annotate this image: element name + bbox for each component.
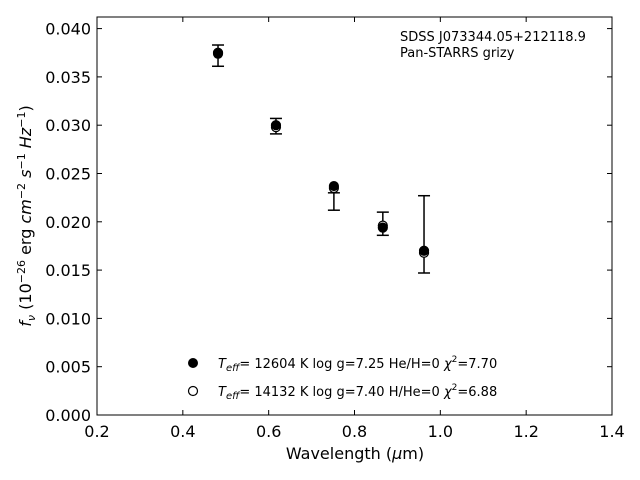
- data-point-filled: [270, 120, 282, 131]
- error-bars: [212, 44, 431, 274]
- y-axis-label: fν (10−26 erg cm−2 s−1 Hz−1): [15, 105, 38, 326]
- legend-marker-open: [187, 385, 199, 397]
- x-tick-label: 1.2: [513, 422, 538, 441]
- y-tick-label: 0.020: [45, 213, 91, 232]
- data-point-filled: [418, 245, 430, 256]
- data-point-filled: [212, 48, 224, 59]
- data-markers: [212, 47, 430, 258]
- x-tick-label: 0.6: [256, 422, 281, 441]
- error-bar: [418, 194, 431, 274]
- annotation-survey: Pan-STARRS grizy: [400, 46, 515, 61]
- y-tick-label: 0.005: [45, 358, 91, 377]
- legend-entry-2: Teff= 14132 K log g=7.40 H/He=0 χ2=6.88: [218, 383, 497, 402]
- x-tick-label: 0.4: [170, 422, 195, 441]
- x-tick-label: 1.0: [428, 422, 453, 441]
- y-tick-label: 0.025: [45, 164, 91, 183]
- plot-frame: [96, 16, 613, 416]
- data-point-filled: [377, 222, 388, 233]
- x-tick-label: 1.4: [599, 422, 624, 441]
- annotation-object: SDSS J073344.05+212118.9: [400, 30, 586, 45]
- x-tick-label: 0.8: [342, 422, 367, 441]
- x-tick-label: 0.2: [84, 422, 109, 441]
- y-tick-label: 0.030: [45, 116, 91, 135]
- y-tick-label: 0.015: [45, 261, 91, 280]
- legend-entry-1: Teff= 12604 K log g=7.25 He/H=0 χ2=7.70: [218, 355, 497, 374]
- data-point-filled: [328, 180, 339, 192]
- y-tick-label: 0.010: [45, 309, 91, 328]
- y-tick-label: 0.000: [45, 406, 91, 425]
- ticks-layer: 0.2 0.4 0.6 0.8 1.0 1.2 1.4 0.000 0.005 0.010 0.01…: [45, 17, 625, 441]
- legend: Teff= 12604 K log g=7.25 He/H=0 χ2=7.70 …: [187, 355, 497, 402]
- y-tick-label: 0.035: [45, 68, 91, 87]
- error-bar: [327, 192, 340, 211]
- x-axis-label: Wavelength (μm): [286, 444, 424, 463]
- y-tick-label: 0.040: [45, 20, 91, 39]
- legend-marker-filled: [188, 358, 198, 368]
